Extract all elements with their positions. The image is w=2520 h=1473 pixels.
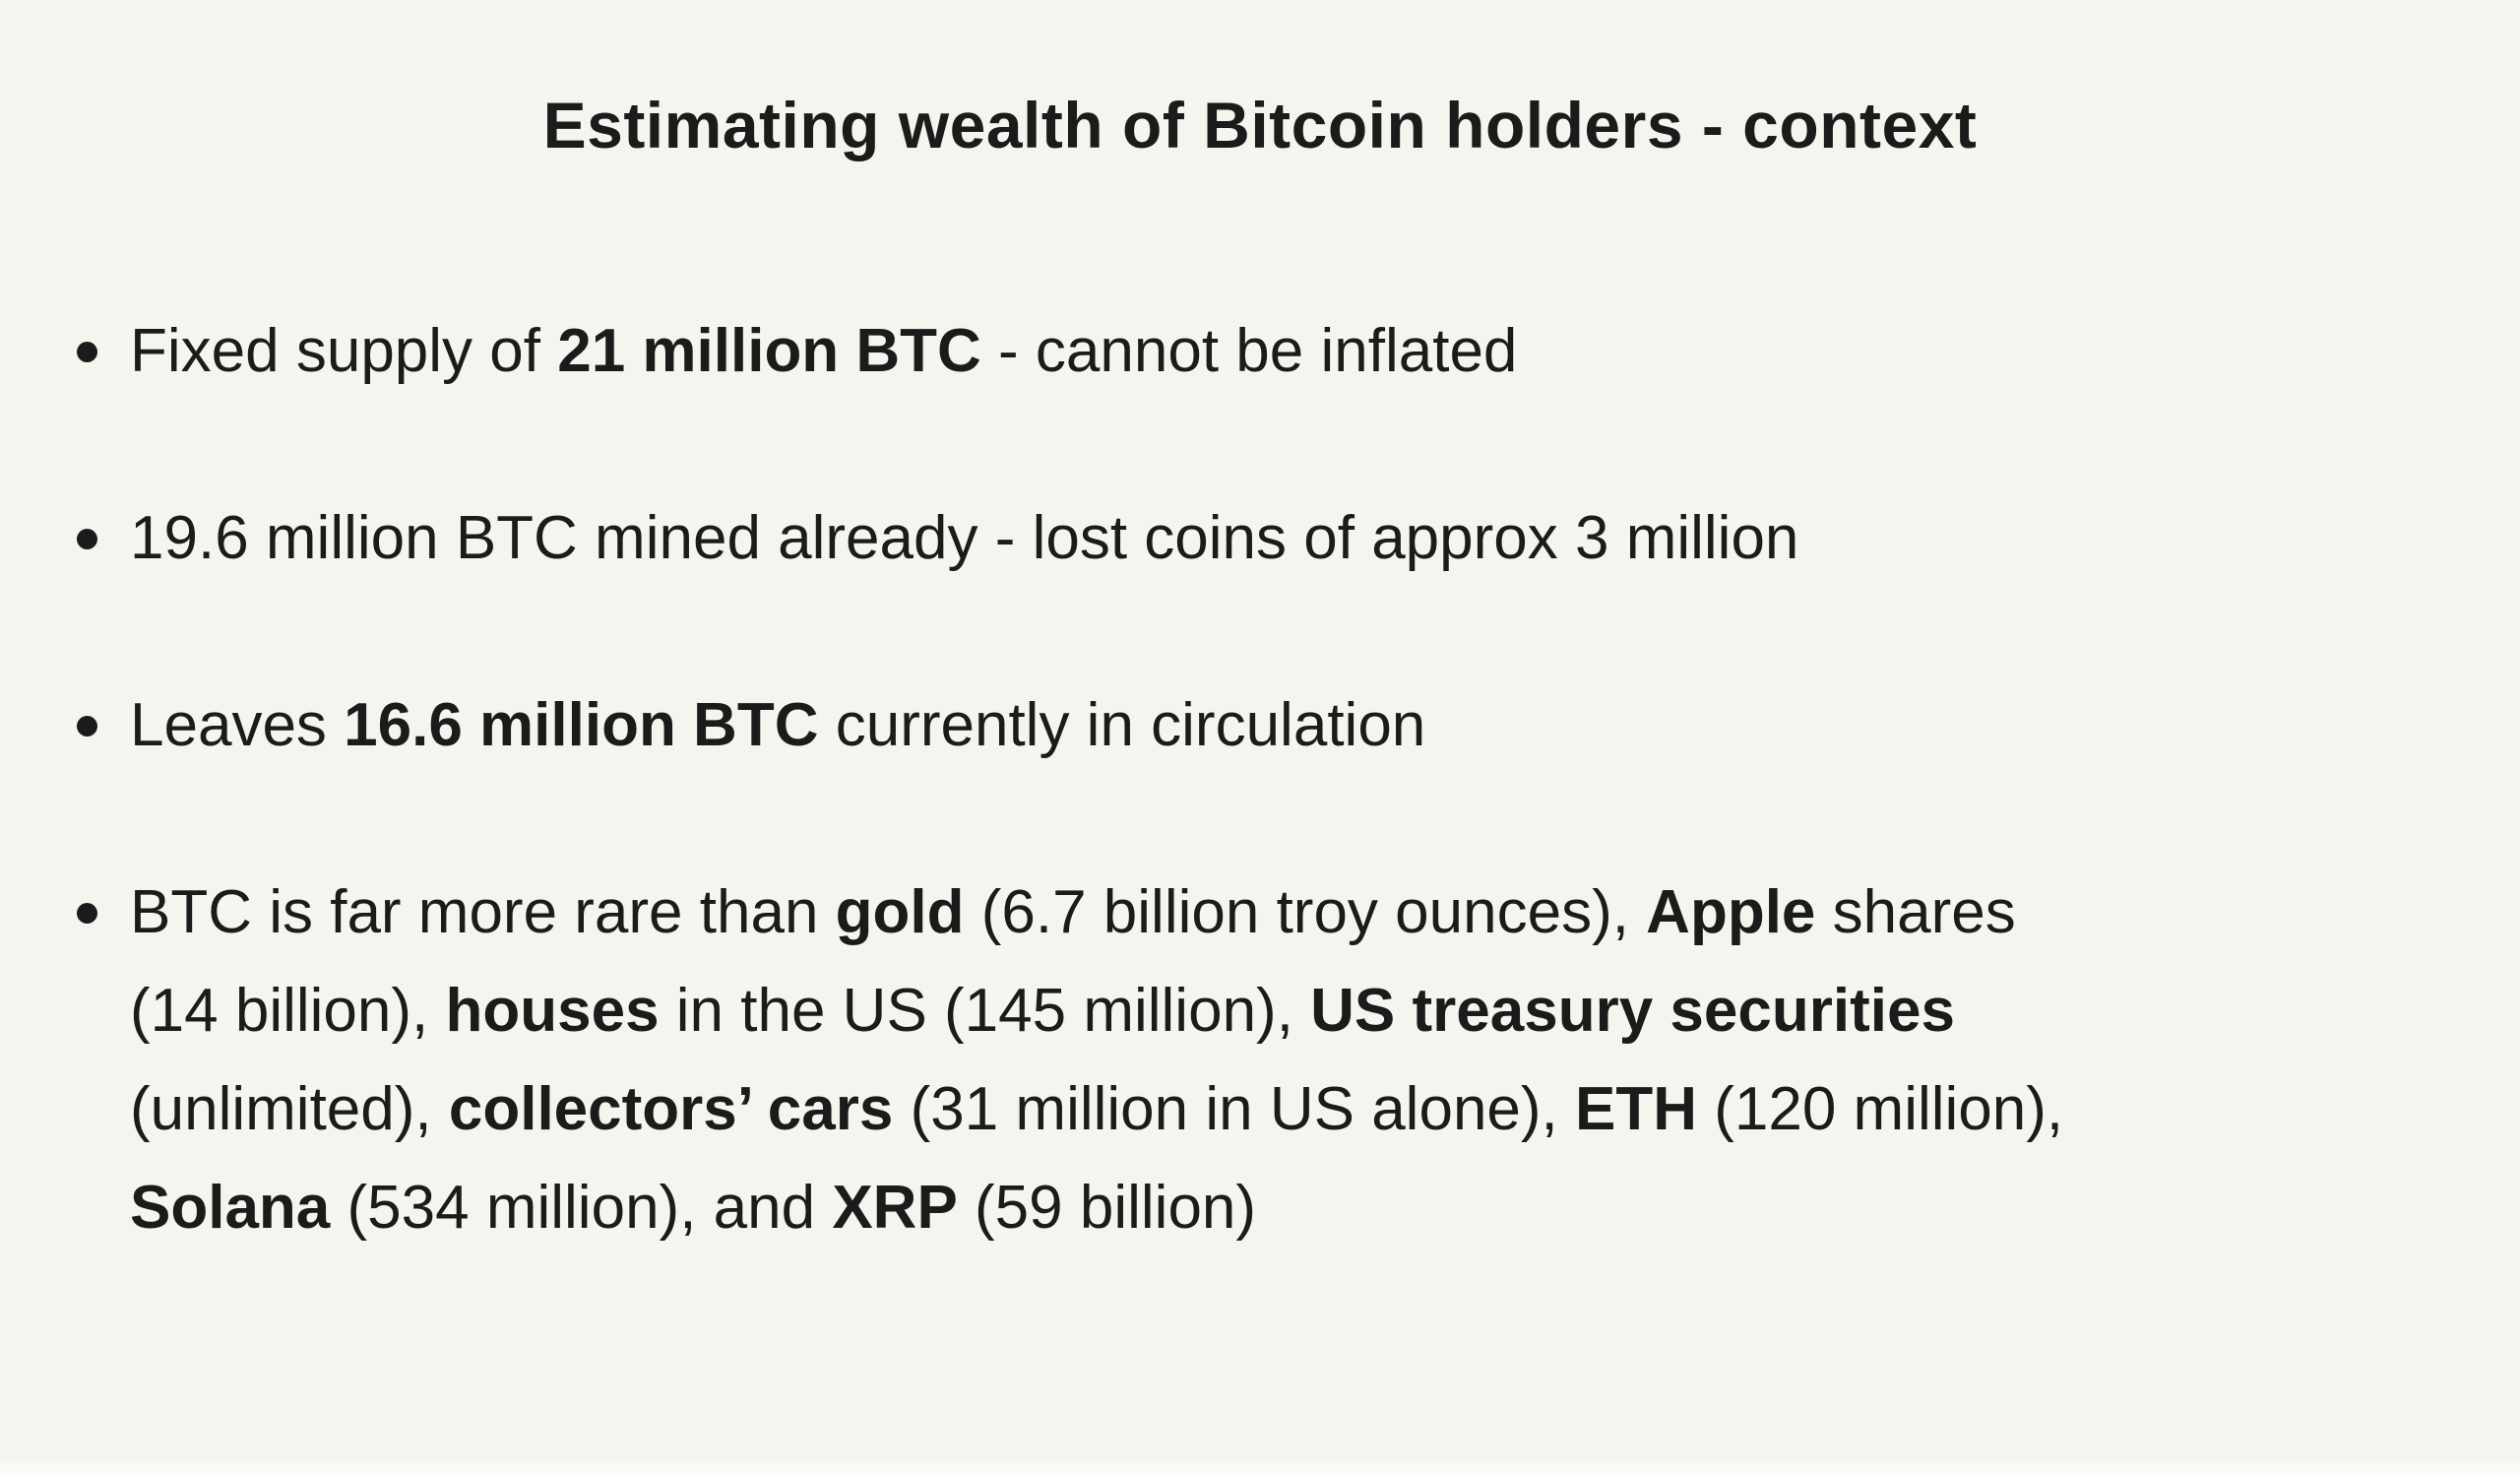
bullet-text: Leaves xyxy=(130,691,345,760)
bullet-text: (6.7 billion troy ounces), xyxy=(964,878,1647,947)
bullet-text: Fixed supply of xyxy=(130,317,558,386)
bullet-text-bold: gold xyxy=(835,878,965,947)
bullet-text: shares xyxy=(1815,878,2016,947)
bullet-text: - cannot be inflated xyxy=(980,317,1518,386)
bullet-text-bold: Apple xyxy=(1646,878,1816,947)
bullet-item: BTC is far more rare than gold (6.7 bill… xyxy=(77,864,2372,1257)
bullet-text: (31 million in US alone), xyxy=(893,1075,1576,1144)
bullet-text-bold: 21 million BTC xyxy=(557,317,981,386)
bullet-text-bold: 16.6 million BTC xyxy=(344,691,819,760)
bullet-text: 19.6 million BTC mined already - lost co… xyxy=(130,504,1799,573)
bullet-text-bold: houses xyxy=(445,977,660,1046)
bullet-text: in the US (145 million), xyxy=(659,977,1311,1046)
bullet-text: (534 million), and xyxy=(330,1174,833,1243)
bullet-text: (14 billion), xyxy=(130,977,446,1046)
bottom-strip xyxy=(0,1463,2520,1473)
bullet-item: Leaves 16.6 million BTC currently in cir… xyxy=(77,676,2372,775)
bullet-text-bold: XRP xyxy=(832,1174,958,1243)
bullet-text: (unlimited), xyxy=(130,1075,449,1144)
bullet-item: 19.6 million BTC mined already - lost co… xyxy=(77,489,2372,588)
bullet-text: currently in circulation xyxy=(818,691,1426,760)
bullet-text-bold: collectors’ cars xyxy=(448,1075,894,1144)
page-title: Estimating wealth of Bitcoin holders - c… xyxy=(542,89,1978,161)
bullet-text-bold: US treasury securities xyxy=(1310,977,1955,1046)
bullet-item: Fixed supply of 21 million BTC - cannot … xyxy=(77,302,2372,401)
bullet-text-bold: ETH xyxy=(1575,1075,1698,1144)
bullet-text: (59 billion) xyxy=(957,1174,1257,1243)
bullet-list: Fixed supply of 21 million BTC - cannot … xyxy=(0,302,2520,1257)
bullet-text: (120 million), xyxy=(1697,1075,2064,1144)
bullet-text: BTC is far more rare than xyxy=(130,878,836,947)
bullet-text-bold: Solana xyxy=(130,1174,331,1243)
